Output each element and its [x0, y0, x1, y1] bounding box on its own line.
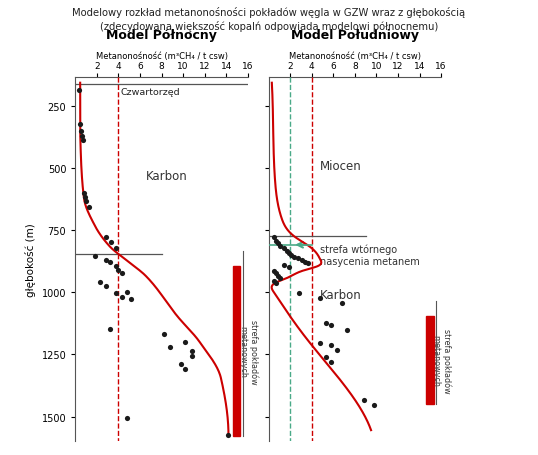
- Text: Czwartorzęd: Czwartorzęd: [121, 88, 180, 97]
- Point: [101, 257, 110, 264]
- Point: [293, 255, 302, 262]
- Point: [127, 296, 136, 303]
- Point: [77, 133, 86, 141]
- Point: [301, 258, 309, 266]
- Point: [96, 279, 104, 286]
- Text: (zdecydowana większość kopalń odpowiada modelowi północnemu): (zdecydowana większość kopalń odpowiada …: [100, 20, 438, 31]
- Point: [105, 259, 114, 266]
- Point: [287, 252, 295, 259]
- Point: [79, 137, 87, 144]
- Point: [276, 275, 285, 282]
- Point: [274, 272, 282, 279]
- Point: [285, 250, 293, 257]
- Point: [327, 322, 336, 329]
- Point: [82, 197, 90, 205]
- Point: [321, 319, 330, 327]
- Text: strefa pokładów
metanowych: strefa pokładów metanowych: [238, 319, 258, 384]
- Text: Modelowy rozkład metanonośności pokładów węgla w GZW wraz z głębokością: Modelowy rozkład metanonośności pokładów…: [73, 7, 465, 18]
- Text: strefa wtórnego
nasycenia metanem: strefa wtórnego nasycenia metanem: [320, 244, 420, 266]
- Text: strefa pokładów
metanowych: strefa pokładów metanowych: [432, 328, 451, 393]
- Point: [112, 245, 121, 252]
- Point: [276, 243, 285, 250]
- Point: [316, 339, 324, 346]
- Point: [224, 431, 233, 439]
- Point: [338, 299, 346, 307]
- Text: Miocen: Miocen: [320, 160, 362, 173]
- Point: [279, 262, 288, 269]
- Point: [285, 263, 293, 271]
- Point: [112, 263, 121, 270]
- Point: [188, 353, 196, 360]
- Point: [107, 238, 115, 246]
- Point: [270, 234, 278, 242]
- Point: [272, 270, 280, 277]
- Point: [159, 331, 168, 338]
- X-axis label: Metanonośność (m³CH₄ / t csw): Metanonośność (m³CH₄ / t csw): [289, 52, 421, 61]
- Point: [270, 277, 278, 284]
- Point: [370, 401, 379, 408]
- Point: [321, 354, 330, 361]
- Point: [123, 415, 131, 422]
- Point: [101, 233, 110, 241]
- Title: Model Północny: Model Północny: [106, 29, 217, 41]
- Point: [90, 253, 99, 261]
- Text: Karbon: Karbon: [146, 170, 188, 183]
- Bar: [233, 267, 240, 436]
- X-axis label: Metanonośność (m³CH₄ / t csw): Metanonośność (m³CH₄ / t csw): [96, 52, 228, 61]
- Point: [188, 348, 196, 355]
- Point: [316, 294, 324, 302]
- Point: [270, 268, 278, 275]
- Point: [114, 266, 123, 273]
- Point: [359, 396, 368, 404]
- Point: [181, 338, 189, 345]
- Point: [112, 290, 121, 297]
- Point: [279, 245, 288, 253]
- Point: [332, 347, 341, 354]
- Point: [101, 283, 110, 290]
- Point: [176, 360, 185, 368]
- Point: [123, 288, 131, 296]
- Point: [272, 280, 280, 287]
- Point: [85, 204, 94, 211]
- Point: [117, 269, 126, 277]
- Point: [166, 343, 174, 350]
- Point: [294, 290, 303, 297]
- Point: [290, 253, 299, 261]
- Point: [298, 257, 306, 264]
- Point: [75, 121, 84, 128]
- Y-axis label: głębokość (m): głębokość (m): [25, 222, 36, 296]
- Point: [282, 248, 291, 255]
- Bar: [426, 316, 434, 404]
- Title: Model Południowy: Model Południowy: [291, 29, 419, 41]
- Point: [76, 128, 85, 136]
- Point: [274, 240, 282, 248]
- Point: [80, 190, 88, 197]
- Point: [181, 365, 189, 373]
- Point: [81, 194, 89, 201]
- Point: [327, 359, 336, 366]
- Point: [343, 327, 352, 334]
- Point: [117, 293, 126, 301]
- Text: Karbon: Karbon: [320, 289, 362, 302]
- Point: [272, 238, 280, 245]
- Point: [327, 342, 336, 349]
- Point: [74, 87, 83, 95]
- Point: [304, 260, 313, 267]
- Point: [105, 326, 114, 333]
